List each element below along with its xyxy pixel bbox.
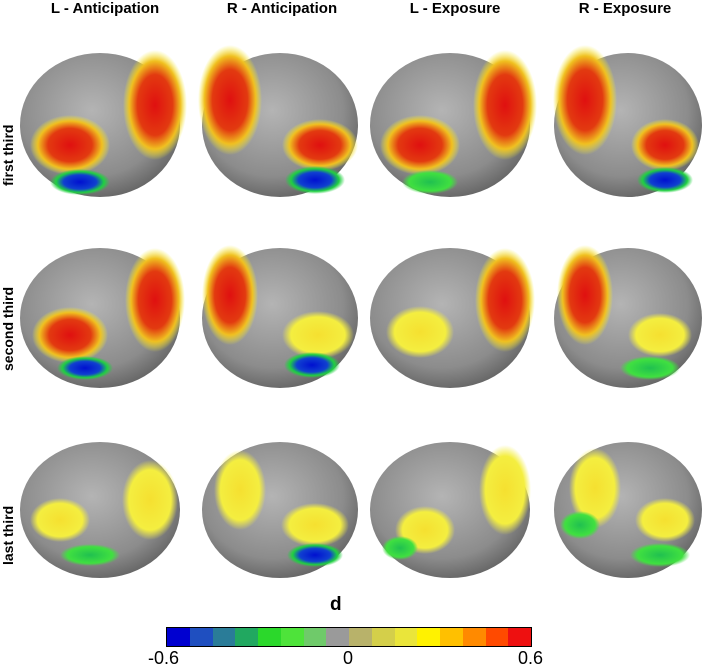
brain-r-exposure-second — [554, 245, 702, 388]
colorbar — [166, 627, 532, 647]
brain-r-anticipation-first — [198, 45, 358, 197]
colorbar-swatch-13 — [462, 628, 486, 646]
brain-l-exposure-second — [370, 248, 535, 388]
colorbar-swatch-11 — [417, 628, 440, 646]
colorbar-swatch-6 — [303, 628, 327, 646]
brain-l-anticipation-first — [20, 50, 187, 197]
brain-r-exposure-first — [553, 45, 702, 197]
colorbar-tick-zero: 0 — [343, 648, 354, 668]
colorbar-swatch-9 — [371, 628, 395, 646]
colorbar-title: d — [330, 594, 342, 615]
colorbar-swatch-10 — [394, 628, 418, 646]
column-title-r-anticipation: R - Anticipation — [226, 0, 338, 17]
column-title-r-exposure: R - Exposure — [578, 0, 672, 17]
brain-r-anticipation-last — [202, 442, 358, 578]
brain-l-exposure-last — [370, 442, 531, 578]
column-title-l-exposure: L - Exposure — [409, 0, 501, 17]
colorbar-swatch-14 — [485, 628, 509, 646]
brain-l-anticipation-second — [20, 248, 185, 388]
colorbar-swatch-8 — [349, 628, 372, 646]
colorbar-swatch-7 — [326, 628, 349, 646]
colorbar-swatch-4 — [258, 628, 281, 646]
brain-r-anticipation-second — [202, 245, 358, 388]
colorbar-swatch-1 — [189, 628, 213, 646]
colorbar-swatch-3 — [235, 628, 258, 646]
colorbar-swatch-5 — [280, 628, 304, 646]
column-title-l-anticipation: L - Anticipation — [50, 0, 160, 17]
brain-l-anticipation-last — [20, 442, 180, 578]
colorbar-tick-min: -0.6 — [148, 648, 180, 668]
colorbar-swatch-2 — [212, 628, 236, 646]
colorbar-tick-max: 0.6 — [518, 648, 544, 668]
brain-r-exposure-last — [554, 442, 702, 578]
brain-l-exposure-first — [370, 50, 537, 197]
colorbar-swatch-12 — [440, 628, 463, 646]
brain-grid — [20, 45, 702, 578]
colorbar-swatch-15 — [508, 628, 531, 646]
colorbar-swatch-0 — [167, 628, 190, 646]
